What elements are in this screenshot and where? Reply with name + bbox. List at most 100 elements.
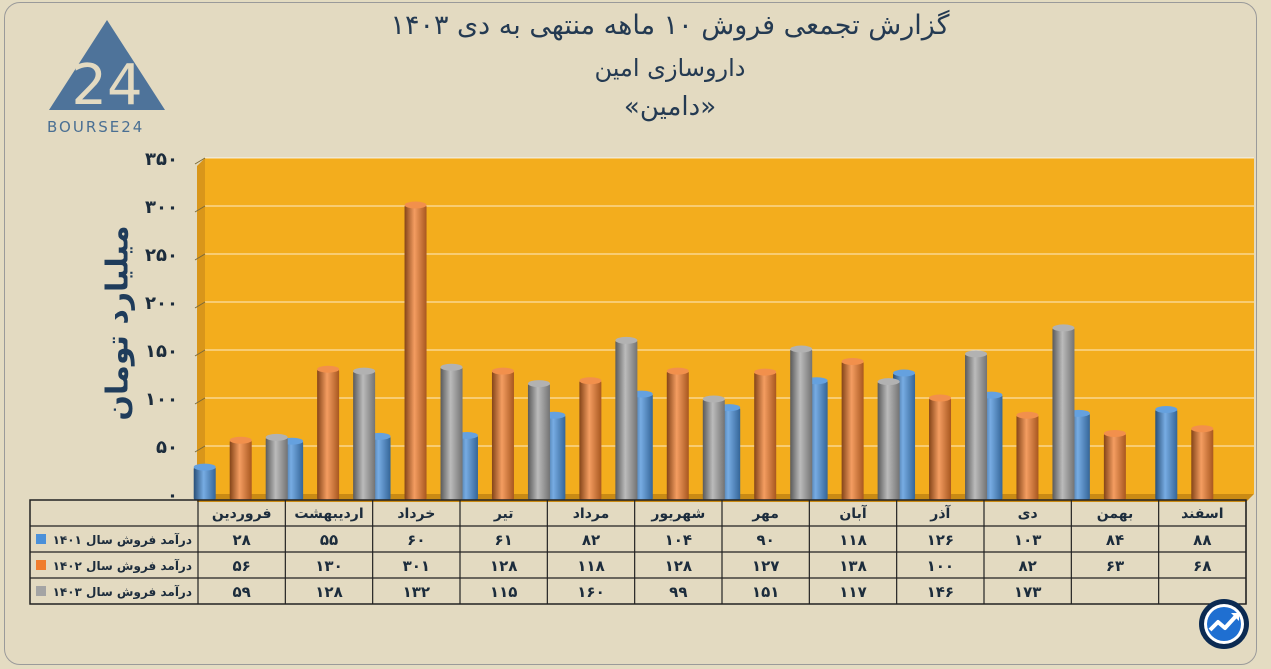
chart-ticker: «دامین» (623, 92, 717, 122)
bar (615, 340, 638, 500)
data-label: ۸۴ (1106, 531, 1124, 549)
y-tick-label: ۲۵۰ (145, 245, 178, 266)
gridline-tick (194, 397, 206, 405)
bar-cap (1191, 425, 1214, 433)
bar-cap (491, 367, 514, 375)
logo-triangle (49, 20, 165, 110)
category-label: بهمن (1097, 506, 1133, 522)
data-label: ۱۲۸ (315, 583, 342, 601)
data-label: ۱۱۷ (839, 583, 866, 601)
data-label: ۳۰۱ (403, 557, 430, 575)
chart-title: گزارش تجمعی فروش ۱۰ ماهه منتهی به دی ۱۴۰… (390, 10, 950, 41)
data-label: ۸۲ (582, 531, 600, 549)
bar (404, 205, 427, 501)
gridline-tick (194, 205, 206, 213)
bar-cap (702, 395, 725, 403)
bar-cap (841, 358, 864, 366)
data-label: ۱۲۸ (665, 557, 692, 575)
bar (193, 467, 216, 500)
data-label: ۹۹ (669, 583, 687, 601)
y-tick-label: ۳۵۰ (145, 149, 178, 170)
data-label: ۱۴۶ (927, 583, 954, 601)
bar-cap (790, 345, 813, 353)
category-label: اسفند (1181, 506, 1223, 522)
data-label: ۱۲۶ (927, 531, 954, 549)
bar (666, 371, 689, 500)
bar-cap (229, 436, 252, 444)
data-label: ۱۲۸ (490, 557, 517, 575)
bar (1103, 433, 1126, 500)
data-label: ۱۶۰ (577, 583, 604, 601)
y-tick-label: ۳۰۰ (145, 197, 178, 218)
category-label: فروردین (212, 506, 272, 522)
legend-swatch (36, 586, 46, 596)
data-label: ۶۸ (1193, 557, 1211, 575)
data-label: ۱۵۱ (752, 583, 779, 601)
data-label: ۱۲۷ (752, 557, 779, 575)
bar (754, 372, 777, 500)
bar-cap (317, 365, 340, 373)
bar-cap (404, 201, 427, 209)
y-tick-label: ۵۰ (156, 437, 178, 458)
bar (265, 437, 288, 500)
bar-cap (1016, 411, 1039, 419)
bar-cap (929, 394, 952, 402)
data-label: ۶۱ (495, 531, 513, 549)
chart-subtitle: داروسازی امین (594, 54, 746, 82)
bar-cap (666, 367, 689, 375)
y-tick-label: ۰ (167, 485, 178, 506)
bar (1016, 415, 1039, 500)
category-label: آبان (839, 504, 867, 522)
logo-mark: 24 (71, 53, 142, 118)
y-tick-label: ۱۵۰ (145, 341, 178, 362)
data-label: ۱۳۸ (839, 557, 866, 575)
legend-label: درآمد فروش سال ۱۴۰۳ (53, 584, 192, 600)
gridline-tick (194, 349, 206, 357)
data-label: ۲۸ (233, 531, 251, 549)
bar-cap (579, 377, 602, 385)
bar (353, 371, 376, 500)
bar (527, 383, 550, 500)
bar (1155, 409, 1178, 500)
gridline-tick (194, 301, 206, 309)
y-tick-label: ۲۰۰ (145, 293, 178, 314)
bar-cap (265, 433, 288, 441)
bar-cap (754, 368, 777, 376)
bar (841, 361, 864, 500)
bar-cap (440, 363, 463, 371)
bar (1191, 428, 1214, 500)
data-label: ۱۰۰ (927, 557, 954, 575)
data-label: ۸۲ (1019, 557, 1037, 575)
category-label: خرداد (397, 506, 435, 522)
data-label: ۱۰۳ (1014, 531, 1041, 549)
data-label: ۱۱۵ (490, 583, 517, 601)
legend-label: درآمد فروش سال ۱۴۰۲ (53, 558, 192, 574)
logo-text: BOURSE24 (47, 118, 145, 136)
gridline-tick (194, 157, 206, 165)
plot-side-wall (197, 158, 205, 502)
bar-cap (877, 378, 900, 386)
bar (579, 380, 602, 500)
data-label: ۱۰۴ (665, 531, 692, 549)
bar-cap (193, 463, 216, 471)
data-label: ۹۰ (757, 531, 775, 549)
bar (965, 353, 988, 500)
data-label: ۸۸ (1193, 531, 1211, 549)
bar (317, 369, 340, 500)
bar-cap (1103, 430, 1126, 438)
bar (702, 398, 725, 500)
data-label: ۵۹ (233, 583, 251, 601)
data-label: ۱۱۸ (577, 557, 604, 575)
bar (877, 381, 900, 500)
data-label: ۱۱۸ (839, 531, 866, 549)
data-label: ۱۷۳ (1014, 583, 1041, 601)
trend-chart-badge-icon (1199, 599, 1249, 649)
gridline-tick (194, 445, 206, 453)
category-label: دی (1018, 506, 1038, 522)
y-tick-label: ۱۰۰ (145, 389, 178, 410)
bar-cap (353, 367, 376, 375)
bar (440, 367, 463, 500)
bar-cap (615, 336, 638, 344)
bar-cap (527, 380, 550, 388)
